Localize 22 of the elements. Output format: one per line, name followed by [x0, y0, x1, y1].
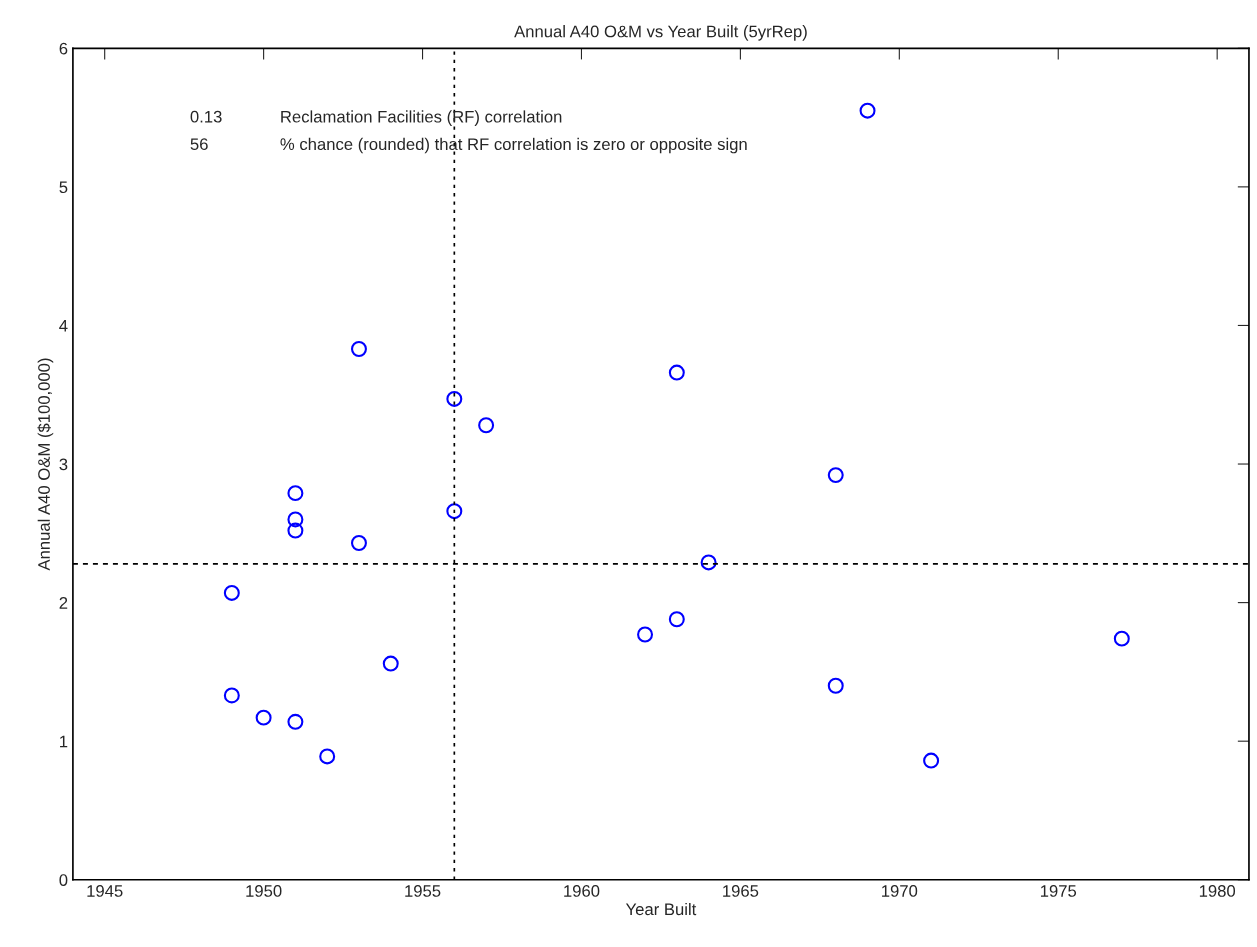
x-tick-label: 1980 [1199, 885, 1236, 897]
annotation: 56 [190, 138, 208, 151]
x-axis-title: Year Built [625, 902, 697, 916]
x-tick-label: 1975 [1040, 885, 1077, 897]
y-tick-label: 2 [59, 597, 68, 609]
x-tick-label: 1950 [246, 885, 282, 897]
y-axis-title: Annual A40 O&M ($100,000) [37, 358, 54, 571]
annotation: 0.13 [190, 110, 222, 123]
y-tick-label: 1 [60, 735, 68, 748]
x-tick-label: 1970 [882, 885, 918, 897]
x-tick-label: 1960 [564, 885, 600, 897]
y-tick-label: 4 [59, 320, 68, 332]
y-tick-label: 3 [59, 458, 68, 471]
annotation: % chance (rounded) that RF correlation is zero or opposite sign [280, 137, 747, 154]
x-tick-label: 1955 [405, 885, 441, 897]
y-tick-label: 6 [59, 42, 68, 55]
y-tick-label: 5 [59, 181, 68, 194]
x-tick-label: 1965 [723, 885, 759, 897]
chart-title: Annual A40 O&M vs Year Built (5yrRep) [514, 25, 807, 41]
x-tick-label: 1945 [87, 885, 123, 897]
annotation: Reclamation Facilities (RF) correlation [281, 110, 562, 126]
y-tick-label: 0 [59, 874, 68, 886]
